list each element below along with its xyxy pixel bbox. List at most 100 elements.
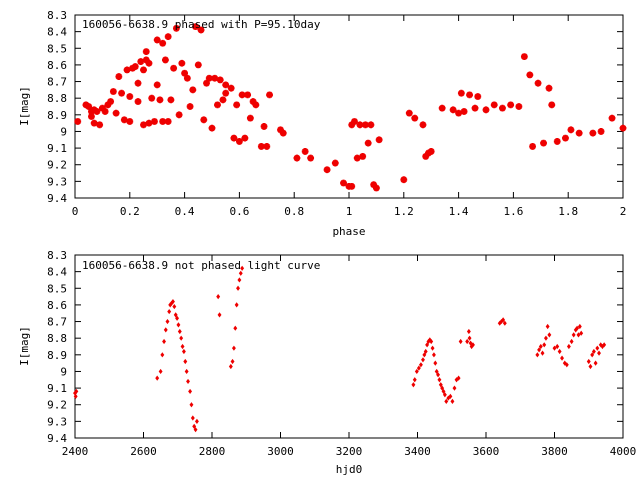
data-point <box>177 328 182 335</box>
data-point <box>598 342 603 348</box>
y-tick-label: 9.2 <box>47 399 67 412</box>
data-point <box>115 73 123 80</box>
data-point <box>576 332 581 338</box>
y-tick-label: 8.3 <box>47 249 67 262</box>
data-point <box>236 285 240 291</box>
x-tick-label: 1.6 <box>503 205 523 218</box>
data-point <box>203 79 210 87</box>
data-point <box>211 74 219 82</box>
data-point <box>142 48 150 55</box>
data-point <box>597 350 601 356</box>
data-point <box>474 93 482 100</box>
y-tick-label: 8.8 <box>47 332 67 345</box>
data-point <box>175 111 183 119</box>
data-point <box>85 103 93 110</box>
data-point <box>257 143 265 150</box>
data-point <box>74 388 79 395</box>
data-point <box>233 325 238 331</box>
data-point <box>279 129 287 137</box>
data-point <box>452 385 457 391</box>
data-point <box>431 352 436 358</box>
data-point <box>593 360 598 366</box>
data-point <box>418 362 423 368</box>
data-point <box>543 335 548 341</box>
data-point <box>442 392 447 398</box>
y-axis-label: I[mag] <box>18 86 31 126</box>
data-point <box>515 103 523 110</box>
data-point <box>340 179 347 187</box>
data-point <box>180 343 185 350</box>
y-tick-label: 9.2 <box>47 159 67 172</box>
data-point <box>216 76 224 84</box>
data-point <box>165 318 170 325</box>
data-point <box>148 94 156 102</box>
y-tick-label: 9.4 <box>47 432 67 445</box>
data-point <box>545 323 550 330</box>
data-point <box>429 338 434 345</box>
data-point <box>600 343 605 350</box>
data-point <box>400 176 408 184</box>
data-point <box>567 126 575 134</box>
data-point <box>548 101 556 109</box>
data-point <box>433 360 438 366</box>
data-point <box>444 398 449 404</box>
data-point <box>109 88 117 95</box>
data-point <box>348 182 356 190</box>
y-tick-label: 8.4 <box>47 26 67 39</box>
data-point <box>411 114 419 122</box>
data-point <box>467 335 472 341</box>
data-point <box>351 118 358 125</box>
data-point <box>466 91 473 99</box>
data-point <box>214 101 221 109</box>
data-points <box>73 265 607 433</box>
data-point <box>194 418 199 424</box>
data-point <box>423 348 428 355</box>
data-point <box>449 106 457 114</box>
x-tick-label: 2800 <box>199 445 226 458</box>
data-point <box>534 79 542 87</box>
x-tick-label: 2 <box>620 205 627 218</box>
data-point <box>145 119 153 127</box>
data-point <box>156 96 164 104</box>
data-point <box>159 39 167 47</box>
data-point <box>188 388 193 395</box>
data-point <box>208 124 216 132</box>
data-point <box>107 98 115 105</box>
y-tick-label: 9.1 <box>47 142 67 155</box>
data-point <box>234 302 239 308</box>
data-point <box>457 89 465 97</box>
data-point <box>353 154 361 162</box>
data-point <box>228 363 233 370</box>
data-point <box>430 345 435 351</box>
data-point <box>416 365 421 371</box>
data-point <box>356 121 364 129</box>
data-point <box>436 372 440 378</box>
data-point <box>421 357 425 363</box>
data-point <box>118 89 125 97</box>
x-tick-label: 0.8 <box>284 205 304 218</box>
data-point <box>74 118 82 125</box>
data-point <box>169 300 174 306</box>
y-tick-label: 8.9 <box>47 109 67 122</box>
data-point <box>448 393 453 400</box>
data-point <box>569 338 574 345</box>
data-point <box>216 293 221 300</box>
data-point <box>547 332 552 338</box>
data-point <box>465 338 470 345</box>
data-point <box>301 148 309 155</box>
data-point <box>466 328 471 335</box>
data-point <box>131 63 139 70</box>
data-point <box>101 108 109 115</box>
x-tick-label: 0 <box>72 205 79 218</box>
data-point <box>120 116 128 124</box>
data-point <box>507 101 515 109</box>
data-point <box>537 347 542 353</box>
data-points <box>74 23 627 192</box>
x-tick-label: 3200 <box>336 445 363 458</box>
data-point <box>190 415 195 421</box>
data-point <box>88 113 95 120</box>
data-point <box>591 348 596 355</box>
data-point <box>244 91 252 99</box>
data-point <box>263 143 271 150</box>
data-point <box>140 66 147 74</box>
